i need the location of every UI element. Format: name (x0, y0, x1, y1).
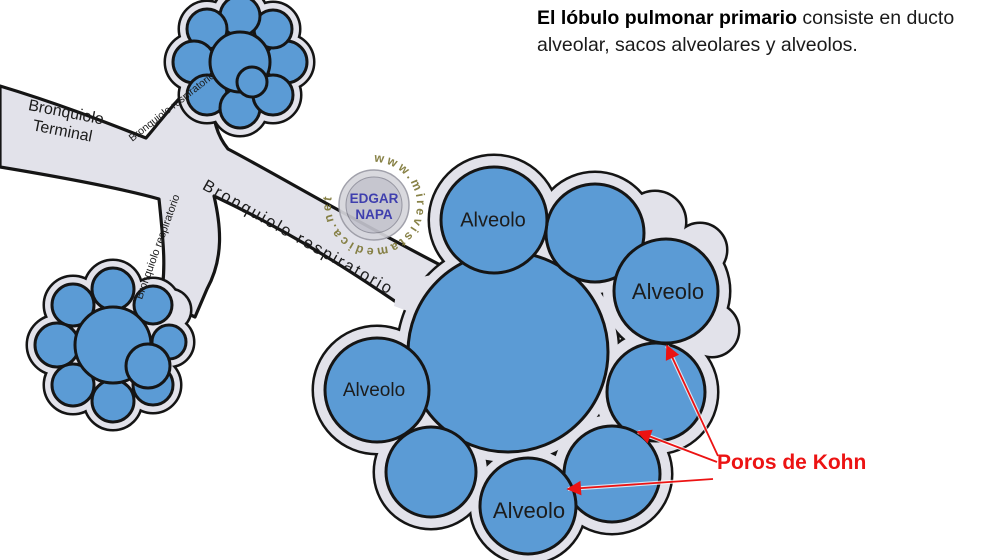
alveolar-duct-circle (406, 250, 610, 454)
alveolus-circle (605, 341, 707, 443)
pore-arrow-2 (636, 429, 718, 463)
logo-inner-disc (345, 176, 403, 234)
pore-arrow-1 (665, 344, 719, 457)
alveolar-sac-top-left (163, 0, 316, 138)
caption-bold-text: El lóbulo pulmonar primario (537, 7, 798, 29)
caption-rest-text: consiste en ducto alveolar, sacos alveol… (537, 7, 955, 56)
pores-arrows (566, 344, 720, 496)
alveolar-sac-bottom-left (25, 258, 196, 432)
alveolus-label-top-left: Alveolo (460, 209, 526, 232)
logo-name-line1: EDGAR (350, 191, 399, 206)
pore-arrow-3 (566, 478, 714, 496)
alveolus-circle (90, 378, 136, 424)
alveolus-circle (132, 284, 174, 326)
alveolus-circle (562, 424, 662, 524)
alveolus-circle (50, 362, 96, 408)
alveolus-circle (124, 342, 172, 390)
alveolus-circle (323, 336, 431, 444)
logo-name-line2: NAPA (355, 207, 393, 222)
alveolus-circle (235, 65, 269, 99)
alveolus-circle (50, 282, 96, 328)
alveolus-label-bottom: Alveolo (492, 498, 566, 523)
figure-caption: El lóbulo pulmonar primario consiste en … (537, 5, 961, 58)
alveolus-label-left: Alveolo (342, 380, 406, 401)
alveolus-circle (478, 456, 578, 556)
alveolus-circle (90, 266, 136, 312)
alveolus-circle (439, 165, 549, 275)
alveolus-circle (384, 425, 478, 519)
alveolus-circle (33, 321, 81, 369)
pores-of-kohn-label: Poros de Kohn (717, 451, 867, 474)
alveolus-label-top-right: Alveolo (631, 279, 705, 304)
alveolar-sac-main (311, 153, 741, 560)
